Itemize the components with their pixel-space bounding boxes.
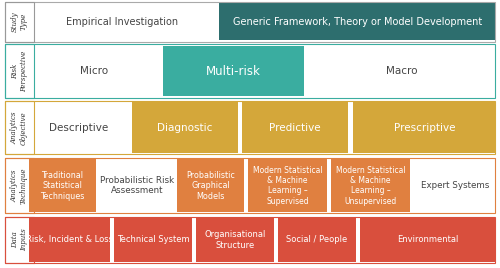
FancyBboxPatch shape	[29, 218, 110, 262]
FancyBboxPatch shape	[163, 46, 304, 96]
FancyBboxPatch shape	[248, 159, 327, 212]
Text: Data
Inputs: Data Inputs	[11, 229, 28, 251]
Text: Micro: Micro	[80, 66, 108, 76]
FancyBboxPatch shape	[360, 218, 496, 262]
FancyBboxPatch shape	[177, 159, 244, 212]
FancyBboxPatch shape	[278, 218, 356, 262]
Text: Descriptive: Descriptive	[49, 123, 108, 133]
FancyBboxPatch shape	[331, 159, 410, 212]
Text: Analytics
Technique: Analytics Technique	[11, 168, 28, 204]
Text: Macro: Macro	[386, 66, 417, 76]
Text: Probabilistic
Graphical
Models: Probabilistic Graphical Models	[186, 171, 235, 201]
FancyBboxPatch shape	[114, 218, 192, 262]
Text: Predictive: Predictive	[269, 123, 321, 133]
Text: Modern Statistical
& Machine
Learning –
Unsupervised: Modern Statistical & Machine Learning – …	[336, 166, 406, 206]
FancyBboxPatch shape	[29, 159, 96, 212]
FancyBboxPatch shape	[353, 102, 496, 153]
Text: Empirical Investigation: Empirical Investigation	[66, 17, 178, 27]
Text: Modern Statistical
& Machine
Learning –
Supervised: Modern Statistical & Machine Learning – …	[252, 166, 322, 206]
Text: Risk, Incident & Loss: Risk, Incident & Loss	[26, 235, 113, 244]
Text: Organisational
Structure: Organisational Structure	[204, 230, 266, 250]
Text: Environmental: Environmental	[398, 235, 458, 244]
Text: Generic Framework, Theory or Model Development: Generic Framework, Theory or Model Devel…	[233, 17, 482, 27]
FancyBboxPatch shape	[242, 102, 348, 153]
Text: Analytics
Objective: Analytics Objective	[11, 111, 28, 145]
FancyBboxPatch shape	[132, 102, 238, 153]
Text: Risk
Perspective: Risk Perspective	[11, 50, 28, 92]
Text: Prescriptive: Prescriptive	[394, 123, 455, 133]
Text: Traditional
Statistical
Techniques: Traditional Statistical Techniques	[40, 171, 84, 201]
Text: Diagnostic: Diagnostic	[158, 123, 212, 133]
Text: Probabilistic Risk
Assessment: Probabilistic Risk Assessment	[100, 176, 174, 195]
Text: Study
Type: Study Type	[11, 12, 28, 32]
Text: Multi-risk: Multi-risk	[206, 65, 261, 77]
FancyBboxPatch shape	[196, 218, 274, 262]
FancyBboxPatch shape	[219, 3, 496, 40]
Text: Social / People: Social / People	[286, 235, 348, 244]
Text: Technical System: Technical System	[116, 235, 190, 244]
Text: Expert Systems: Expert Systems	[422, 181, 490, 190]
